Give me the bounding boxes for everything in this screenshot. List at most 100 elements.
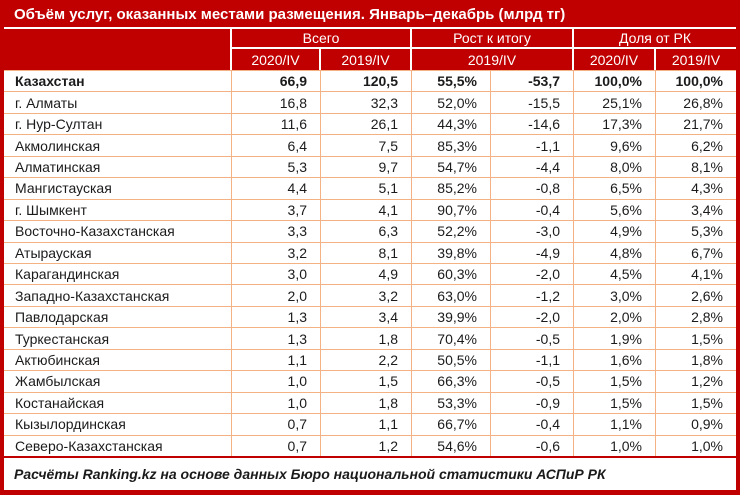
row-value-cell: 1,3 [232, 328, 320, 349]
row-value-cell: 3,4% [656, 199, 736, 221]
row-value-cell: 4,1% [656, 264, 736, 285]
row-value-cell: 4,9% [574, 221, 655, 242]
header-period-growth-2019: 2019/IV [412, 49, 572, 70]
row-value-cell: -14,6 [491, 113, 573, 135]
row-value-cell: 3,2 [321, 285, 411, 306]
row-value-cell: 1,0 [232, 371, 320, 392]
row-value-cell: 21,7% [656, 113, 736, 135]
row-value-cell: 3,0% [574, 285, 655, 306]
row-value-cell: 39,8% [412, 242, 490, 263]
row-value-cell: -4,4 [491, 156, 573, 178]
row-value-cell: 0,7 [232, 414, 320, 435]
row-region-name: Мангистауская [4, 178, 231, 199]
row-value-cell: 1,0% [656, 435, 736, 456]
row-value-cell: 100,0% [574, 71, 655, 92]
row-value-cell: 55,5% [412, 71, 490, 92]
header-period-share-2020: 2020/IV [574, 49, 654, 70]
row-value-cell: 50,5% [412, 349, 490, 371]
row-region-name: Карагандинская [4, 264, 231, 285]
row-value-cell: 6,2% [656, 135, 736, 156]
header-group-growth: Рост к итогу [412, 29, 572, 47]
row-region-name: Кызылординская [4, 414, 231, 435]
row-value-cell: 0,7 [232, 435, 320, 456]
row-value-cell: -1,2 [491, 285, 573, 306]
row-value-cell: -1,1 [491, 135, 573, 156]
row-value-cell: 1,0 [232, 392, 320, 414]
source-note: Расчёты Ranking.kz на основе данных Бюро… [4, 456, 736, 490]
header-corner-cell [4, 29, 230, 70]
row-value-cell: 66,3% [412, 371, 490, 392]
row-value-cell: -0,5 [491, 371, 573, 392]
row-value-cell: 7,5 [321, 135, 411, 156]
row-value-cell: -0,8 [491, 178, 573, 199]
row-value-cell: 9,7 [321, 156, 411, 178]
row-value-cell: 1,1 [232, 349, 320, 371]
row-value-cell: 4,1 [321, 199, 411, 221]
row-value-cell: 8,0% [574, 156, 655, 178]
row-value-cell: 4,5% [574, 264, 655, 285]
row-value-cell: 6,5% [574, 178, 655, 199]
row-value-cell: 5,3% [656, 221, 736, 242]
row-value-cell: 1,5% [656, 392, 736, 414]
row-value-cell: 5,1 [321, 178, 411, 199]
row-value-cell: 85,2% [412, 178, 490, 199]
row-value-cell: 2,8% [656, 306, 736, 328]
row-value-cell: 6,7% [656, 242, 736, 263]
row-value-cell: 70,4% [412, 328, 490, 349]
row-value-cell: 54,7% [412, 156, 490, 178]
row-region-name: Туркестанская [4, 328, 231, 349]
header-period-total-2019: 2019/IV [321, 49, 410, 70]
row-value-cell: 1,2% [656, 371, 736, 392]
row-value-cell: 44,3% [412, 113, 490, 135]
row-region-name: Атырауская [4, 242, 231, 263]
row-value-cell: 17,3% [574, 113, 655, 135]
row-value-cell: -53,7 [491, 71, 573, 92]
row-region-name: Алматинская [4, 156, 231, 178]
row-value-cell: 1,8% [656, 349, 736, 371]
row-value-cell: 1,5 [321, 371, 411, 392]
row-region-name: Казахстан [4, 71, 231, 92]
header-group-share: Доля от РК [574, 29, 736, 47]
row-value-cell: 1,1 [321, 414, 411, 435]
row-region-name: Павлодарская [4, 306, 231, 328]
row-region-name: г. Нур-Султан [4, 113, 231, 135]
row-value-cell: 1,2 [321, 435, 411, 456]
header-period-share-2019: 2019/IV [656, 49, 736, 70]
row-value-cell: 85,3% [412, 135, 490, 156]
row-value-cell: 90,7% [412, 199, 490, 221]
row-value-cell: -0,5 [491, 328, 573, 349]
row-value-cell: 4,3% [656, 178, 736, 199]
row-value-cell: -2,0 [491, 264, 573, 285]
row-region-name: Акмолинская [4, 135, 231, 156]
row-value-cell: 3,0 [232, 264, 320, 285]
row-value-cell: 1,3 [232, 306, 320, 328]
row-value-cell: 120,5 [321, 71, 411, 92]
row-value-cell: 4,4 [232, 178, 320, 199]
row-value-cell: 1,5% [656, 328, 736, 349]
row-value-cell: 1,5% [574, 371, 655, 392]
row-value-cell: 4,9 [321, 264, 411, 285]
row-value-cell: 63,0% [412, 285, 490, 306]
row-value-cell: 2,0% [574, 306, 655, 328]
row-value-cell: -15,5 [491, 92, 573, 113]
row-value-cell: -2,0 [491, 306, 573, 328]
row-value-cell: 1,9% [574, 328, 655, 349]
row-value-cell: 1,6% [574, 349, 655, 371]
row-value-cell: 3,3 [232, 221, 320, 242]
row-value-cell: 6,3 [321, 221, 411, 242]
row-value-cell: 52,0% [412, 92, 490, 113]
row-value-cell: 3,2 [232, 242, 320, 263]
row-region-name: Актюбинская [4, 349, 231, 371]
row-region-name: г. Алматы [4, 92, 231, 113]
row-value-cell: -0,6 [491, 435, 573, 456]
row-value-cell: 5,6% [574, 199, 655, 221]
row-value-cell: 1,1% [574, 414, 655, 435]
row-value-cell: 26,8% [656, 92, 736, 113]
row-value-cell: 1,8 [321, 392, 411, 414]
row-region-name: Западно-Казахстанская [4, 285, 231, 306]
row-region-name: г. Шымкент [4, 199, 231, 221]
header-period-total-2020: 2020/IV [232, 49, 319, 70]
row-value-cell: 39,9% [412, 306, 490, 328]
row-value-cell: 2,2 [321, 349, 411, 371]
